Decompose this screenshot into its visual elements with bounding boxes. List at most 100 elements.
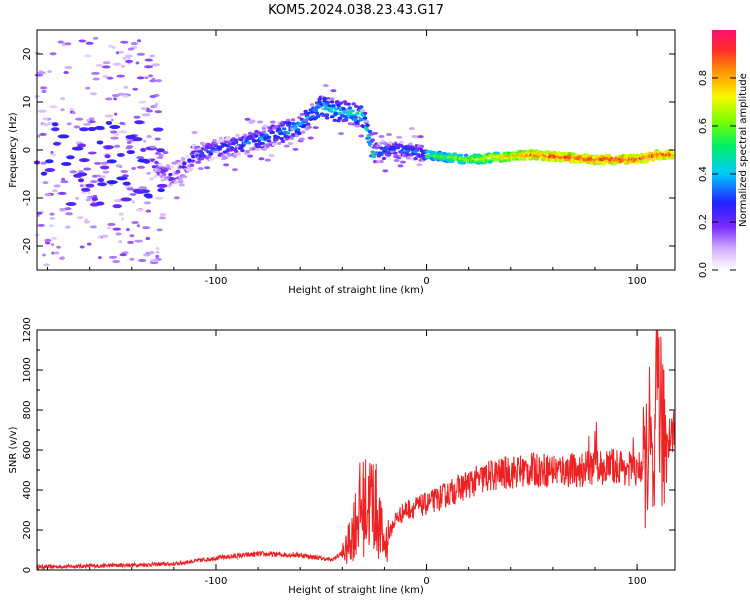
spectrogram-noise-blob (131, 167, 136, 171)
spectrogram-noise-blob (53, 141, 61, 146)
spectrogram-ridge-blob (375, 144, 380, 148)
spectrogram-ridge-blob (168, 172, 173, 177)
spectrogram-ridge-blob (216, 156, 221, 160)
spectrogram-ridge-blob (327, 104, 332, 108)
spectrogram-ridge-blob (266, 139, 272, 143)
colorbar: 0.0 0.2 0.4 0.6 0.8 Normalized spectral ampl… (698, 30, 749, 278)
spectrogram-noise-blob (154, 110, 163, 114)
spectrogram-noise-blob (117, 92, 126, 96)
spectrogram-ridge-blob (380, 139, 385, 143)
spectrogram-noise-blob (40, 161, 47, 165)
spectrogram-noise-blob (64, 207, 72, 211)
spectrogram-noise-blob (138, 186, 148, 190)
spectrogram-ridge-blob (633, 157, 638, 161)
spectrogram-ridge-blob (346, 102, 351, 106)
spectrogram-noise-blob (85, 183, 95, 188)
spectrogram-noise-blob (110, 136, 119, 140)
snr-x-tick-label: 100 (628, 576, 647, 587)
spectrogram-noise-blob (92, 77, 100, 81)
spectrogram-halo-blob (386, 133, 393, 137)
spectrogram-noise-blob (85, 41, 94, 45)
spectrogram-noise-blob (57, 134, 70, 139)
spectrogram-halo-blob (247, 154, 254, 158)
spectrogram-ridge-blob (419, 144, 425, 148)
spectrogram-halo-blob (363, 119, 370, 123)
spectrogram-ridge-blob (261, 130, 267, 134)
spectrogram-noise-blob (112, 227, 122, 231)
spectrogram-noise-blob (50, 243, 55, 247)
spectrogram-noise-blob (93, 161, 102, 165)
spectrogram-halo-blob (171, 161, 178, 165)
spectrogram-ridge-blob (252, 139, 258, 143)
spectrogram-ridge-blob (242, 133, 248, 137)
spectrogram-noise-blob (136, 224, 141, 228)
spectrogram-ridge-blob (381, 156, 387, 161)
spectrogram-ridge-blob (314, 111, 320, 115)
spectrogram-ridge-blob (393, 151, 398, 155)
spectrogram-noise-blob (112, 62, 122, 66)
spectrogram-ridge-blob (266, 135, 272, 139)
spectrogram-noise-blob (144, 76, 149, 80)
spectrogram-ridge-blob (208, 152, 214, 156)
spectrogram-halo-blob (162, 151, 169, 155)
snr-y-tick-label: 1200 (22, 317, 33, 342)
spectrogram-halo-blob (197, 167, 204, 171)
spectrogram-ridge-blob (337, 116, 342, 120)
figure-title: KOM5.2024.038.23.43.G17 (268, 3, 444, 18)
spectrogram-halo-blob (264, 158, 271, 162)
spectrogram-noise-blob (154, 137, 161, 141)
spectrogram-ridge-blob (324, 113, 330, 117)
spectrogram-noise-blob (122, 94, 130, 98)
spectrogram-ridge-blob (518, 157, 523, 161)
spectrogram-noise-blob (156, 228, 163, 232)
spectrogram-noise-blob (154, 196, 164, 200)
snr-x-axis-label: Height of straight line (km) (288, 585, 424, 596)
spectrogram-ridge-blob (281, 127, 287, 131)
spectrogram-noise-blob (50, 153, 57, 157)
spectrogram-ridge-blob (199, 157, 205, 161)
spectrogram-noise-blob (98, 256, 102, 260)
spectrogram-noise-blob (143, 201, 151, 205)
spectrogram-noise-blob (102, 145, 114, 150)
spectrogram-ridge-blob (271, 143, 277, 147)
spectrogram-noise-blob (149, 261, 159, 265)
spectrogram-halo-blob (178, 183, 185, 187)
spectrogram-noise-blob (37, 109, 47, 113)
spectrogram-noise-blob (60, 180, 69, 184)
spectrogram-noise-blob (108, 44, 113, 48)
spectrogram-noise-blob (78, 158, 90, 163)
colorbar-ticks: 0.0 0.2 0.4 0.6 0.8 (698, 70, 736, 278)
spectrogram-noise-blob (49, 105, 58, 109)
colorbar-tick-label: 0.6 (698, 118, 709, 134)
spectrogram-noise-blob (104, 154, 111, 159)
spectrogram-ridge-blob (247, 131, 253, 135)
spectrogram-noise-blob (142, 226, 151, 230)
spectrogram-noise-blob (102, 61, 111, 65)
spectrogram-noise-blob (97, 182, 107, 187)
spectrogram-ridge-blob (302, 123, 307, 128)
spectrogram-ridge-blob (596, 162, 601, 166)
spectrogram-background (37, 30, 675, 270)
spectrogram-noise-blob (155, 250, 160, 254)
spectrogram-noise-blob (135, 61, 140, 65)
spectrogram-noise-blob (91, 196, 99, 201)
spectrogram-noise-blob (143, 159, 151, 164)
spectrogram-ridge-blob (307, 125, 312, 129)
spectrogram-ridge-blob (153, 174, 158, 179)
spectrogram-noise-blob (159, 213, 167, 217)
spectrogram-noise-blob (57, 191, 67, 195)
spectrogram-ridge-blob (330, 97, 335, 101)
spectrogram-halo-blob (231, 168, 238, 172)
snr-y-tick-label: 800 (22, 400, 33, 419)
spectrogram-ridge-blob (278, 129, 283, 133)
spectrogram-ridge-blob (383, 141, 388, 145)
spectrogram-noise-blob (145, 251, 151, 255)
spectrogram-noise-blob (144, 58, 153, 62)
spectrogram-noise-blob (125, 59, 134, 63)
spectrogram-noise-blob (133, 115, 141, 119)
spectrogram-noise-blob (83, 54, 92, 58)
spectrogram-noise-blob (114, 112, 118, 116)
spectrogram-noise-blob (50, 150, 54, 154)
spectrogram-ridge-blob (169, 177, 174, 181)
